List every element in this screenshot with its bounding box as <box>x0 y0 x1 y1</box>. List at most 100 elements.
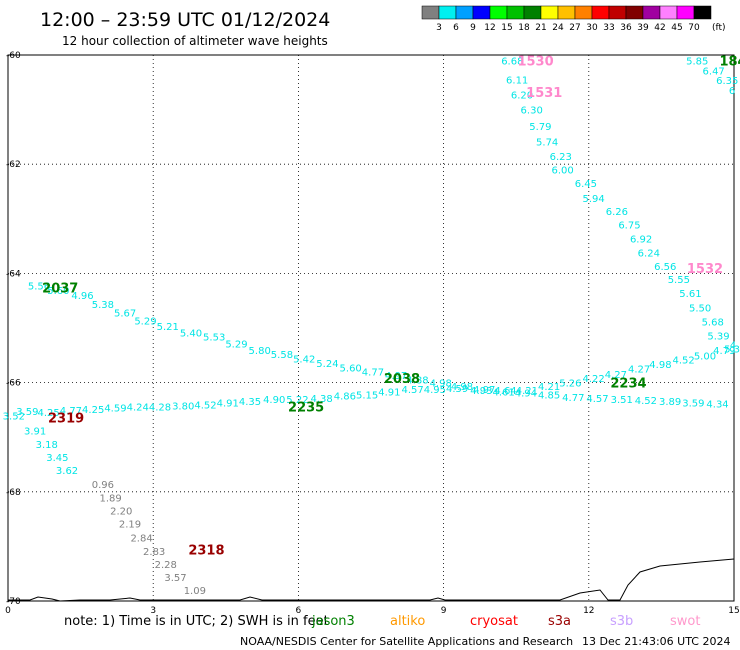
swh-value: 6.92 <box>630 234 652 245</box>
chart-title: 12:00 – 23:59 UTC 01/12/2024 <box>40 9 330 31</box>
swh-value: 4.25 <box>82 405 104 416</box>
satellite-jason3: jason3 <box>311 614 355 629</box>
colorbar-swatch <box>659 5 678 20</box>
swh-value: 5.79 <box>529 122 551 133</box>
swh-value: 3.18 <box>36 440 58 451</box>
swh-value: 1.09 <box>184 586 206 597</box>
swh-value: 6.30 <box>521 106 543 117</box>
satellite-legend: altiko cryosat s3a s3b swot <box>390 614 700 629</box>
colorbar-swatch <box>608 5 627 20</box>
swh-value: 4.25 <box>38 408 60 419</box>
swh-value: 4.97 <box>473 385 495 396</box>
swh-value: 4.91 <box>217 398 239 409</box>
swh-value: 6.47 <box>703 66 725 77</box>
swh-value: 4.35 <box>239 397 261 408</box>
swh-value: 5.94 <box>583 194 605 205</box>
colorbar-label: 6 <box>453 23 459 33</box>
colorbar-swatch <box>506 5 525 20</box>
swh-value: 4.22 <box>583 374 605 385</box>
swh-value: 4.94 <box>515 388 537 399</box>
swh-value: 5.40 <box>180 328 202 339</box>
swh-value: 4.28 <box>149 403 171 414</box>
swh-value: 6.35 <box>716 76 738 87</box>
swh-value: 4.59 <box>104 404 126 415</box>
swh-value: 6.45 <box>575 179 597 190</box>
swh-value: 5.00 <box>694 351 716 362</box>
swh-value: 4.77 <box>362 368 384 379</box>
swh-value: 4.61 <box>492 387 514 398</box>
swh-value: 5.29 <box>225 339 247 350</box>
colorbar-label: 42 <box>654 23 665 33</box>
colorbar-swatch <box>421 5 440 20</box>
track-id-label: 2037 <box>42 282 78 297</box>
track-id-label: 2234 <box>610 377 646 392</box>
swh-value: 6.24 <box>638 249 660 260</box>
swh-value: 5.80 <box>249 346 271 357</box>
coastline <box>8 558 735 602</box>
swh-value: 4.79 <box>713 346 735 357</box>
swh-value: 4.57 <box>586 394 608 405</box>
swh-value: 4.98 <box>649 360 671 371</box>
x-tick-label: 3 <box>150 606 156 616</box>
swh-value: 3.59 <box>682 398 704 409</box>
swh-value: 5.56 <box>28 281 50 292</box>
swh-value: 6.00 <box>552 166 574 177</box>
colorbar-label: 70 <box>688 23 700 33</box>
swh-value: 2.83 <box>143 547 165 558</box>
swh-value: 5.50 <box>689 303 711 314</box>
colorbar-swatch <box>438 5 457 20</box>
swh-value: 6.68 <box>501 56 523 67</box>
x-tick-label: 6 <box>296 606 302 616</box>
swh-value: 4.88 <box>406 375 428 386</box>
swh-value: 2.19 <box>119 519 141 530</box>
track-id-label: 184 <box>719 54 740 69</box>
swh-value: 4.77 <box>60 406 82 417</box>
colorbar: 3 6 9 12 15 18 21 24 27 30 33 36 39 42 45 70 <box>421 5 712 33</box>
swh-value: 5.39 <box>707 332 729 343</box>
track-id-label: 2038 <box>384 372 420 387</box>
swh-value: 4 <box>730 340 736 351</box>
swh-value: 5.29 <box>134 316 156 327</box>
track-id-label: 2318 <box>188 544 224 559</box>
swh-value: 3.91 <box>24 427 46 438</box>
satellite-cryosat: cryosat <box>470 614 518 629</box>
swh-value: 6.11 <box>506 76 528 87</box>
colorbar-label: 30 <box>586 23 598 33</box>
colorbar-label: 12 <box>484 23 495 33</box>
satellite-swot: swot <box>670 614 700 629</box>
colorbar-swatch <box>472 5 491 20</box>
colorbar-swatch <box>625 5 644 20</box>
swh-value: 5.60 <box>340 363 362 374</box>
plot-frame <box>7 54 735 602</box>
timestamp: 13 Dec 21:43:06 UTC 2024 <box>582 635 730 648</box>
swh-value: 5.3 <box>724 345 740 356</box>
swh-value: 2.20 <box>110 506 132 517</box>
x-tick-label: 12 <box>583 606 594 616</box>
swh-value: 6.75 <box>618 220 640 231</box>
track-id-label: 1530 <box>517 54 553 69</box>
axis-ticks: 0 3 6 9 12 15 -60 -62 -64 -66 -68 -70 <box>5 51 740 616</box>
swh-value: 6.56 <box>654 262 676 273</box>
swh-value: 3.57 <box>164 573 186 584</box>
swh-value: 4.21 <box>516 386 538 397</box>
swh-value: 4.64 <box>494 386 516 397</box>
swh-value: 5.21 <box>157 322 179 333</box>
colorbar-label: 9 <box>470 23 476 33</box>
track-id-label: 2319 <box>48 412 84 427</box>
y-tick-label: -70 <box>6 597 21 607</box>
swh-value: 6 <box>729 86 735 97</box>
swh-value: 3.80 <box>172 402 194 413</box>
swh-value: 4.95 <box>424 385 446 396</box>
satellite-s3b: s3b <box>610 614 633 629</box>
colorbar-swatch <box>693 5 712 20</box>
colorbar-label: 21 <box>535 23 546 33</box>
swh-value: 3.51 <box>611 395 633 406</box>
swh-value: 3.52 <box>3 411 25 422</box>
colorbar-swatch <box>523 5 542 20</box>
colorbar-unit: (ft) <box>712 23 726 33</box>
colorbar-swatch <box>489 5 508 20</box>
colorbar-label: 45 <box>671 23 682 33</box>
x-tick-label: 15 <box>728 606 739 616</box>
swh-value: 3.45 <box>46 453 68 464</box>
